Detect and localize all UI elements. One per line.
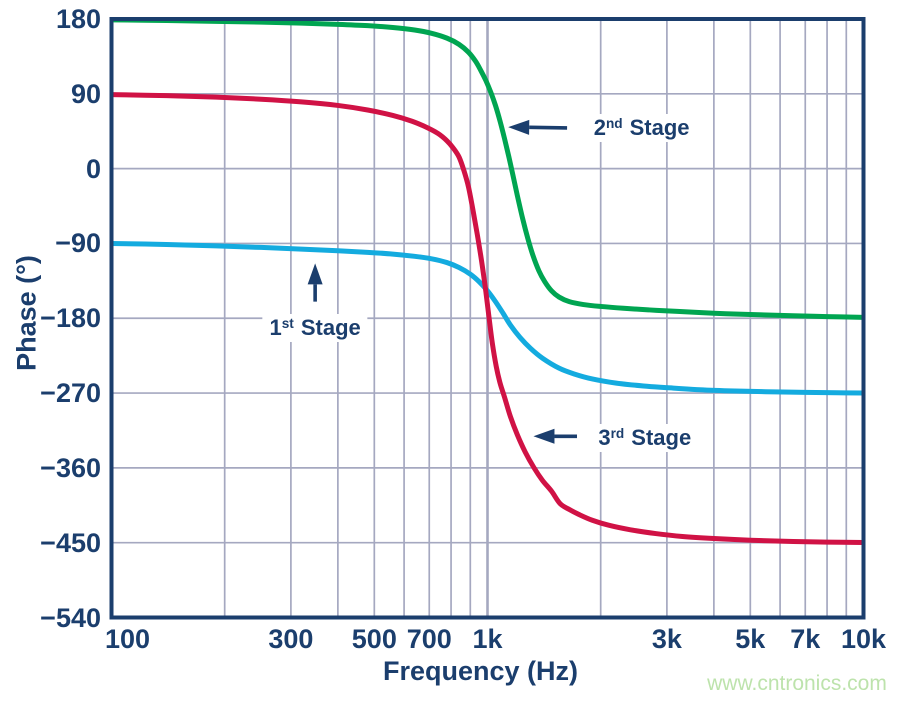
y-tick--270: −270 (40, 378, 101, 409)
annotation-2nd-stage-ordinal: nd (605, 116, 623, 132)
arrow-head-2nd-stage (508, 119, 530, 135)
y-tick--90: −90 (55, 228, 101, 259)
curve-3rd-stage (111, 92, 864, 546)
x-tick-700: 700 (406, 624, 452, 654)
x-axis-title: Frequency (Hz) (382, 656, 579, 686)
annotation-1st-stage: 1st Stage (262, 314, 368, 343)
series-curves (111, 17, 864, 546)
annotation-1st-stage-word: Stage (300, 315, 361, 341)
annotation-1st-stage-ordinal: st (281, 316, 294, 332)
annotation-2nd-stage-word: Stage (629, 114, 690, 140)
y-tick--540: −540 (40, 602, 101, 633)
annotation-3rd-stage-ordinal: rd (610, 426, 625, 442)
x-tick-300: 300 (268, 624, 314, 654)
curve-2nd-stage (111, 17, 864, 320)
annotation-3rd-stage: 3rd Stage (591, 423, 699, 452)
watermark: www.cntronics.com (707, 672, 887, 695)
annotation-arrows (307, 119, 578, 444)
y-tick-90: 90 (70, 78, 101, 109)
plot-border (109, 17, 866, 620)
y-tick--450: −450 (40, 527, 101, 558)
y-tick--180: −180 (40, 303, 101, 334)
annotation-2nd-stage-number: 2 (593, 114, 606, 140)
annotation-3rd-stage-word: Stage (631, 424, 692, 450)
annotation-3rd-stage-number: 3 (598, 424, 611, 450)
x-tick-7k: 7k (790, 624, 821, 654)
x-tick-5k: 5k (735, 624, 766, 654)
y-tick-180: 180 (55, 4, 101, 34)
annotation-1st-stage-number: 1 (269, 315, 282, 341)
arrow-shaft-2nd-stage (529, 125, 568, 130)
annotation-2nd-stage: 2nd Stage (586, 113, 697, 142)
x-tick-10k: 10k (840, 624, 887, 654)
x-tick-3k: 3k (651, 624, 682, 654)
y-tick--360: −360 (40, 452, 101, 483)
x-tick-100: 100 (104, 624, 151, 654)
x-tick-500: 500 (351, 624, 397, 654)
y-tick-0: 0 (85, 153, 101, 184)
arrow-head-1st-stage (307, 263, 323, 285)
x-tick-1k: 1k (472, 624, 503, 654)
curve-1st-stage (111, 240, 864, 396)
arrow-head-3rd-stage (533, 428, 555, 444)
y-axis-title: Phase (°) (11, 255, 42, 372)
